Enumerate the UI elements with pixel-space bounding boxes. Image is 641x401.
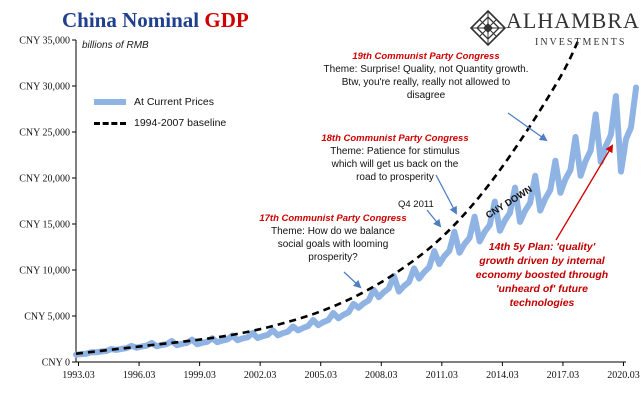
y-tick-label: CNY 10,000 [19, 266, 70, 277]
arrow-q4-2011 [426, 209, 442, 228]
series-plot-area [73, 39, 640, 358]
annotation-19th-line2: Btw, you're really, really not allowed t… [341, 77, 511, 88]
series-line-current-prices [73, 84, 640, 358]
annotation-plan-line2: growth driven by internal [479, 255, 605, 267]
y-tick-label: CNY 20,000 [19, 174, 70, 185]
legend-entry-current-prices: At Current Prices [94, 93, 226, 111]
annotation-18th-congress: 18th Communist Party Congress Theme: Pat… [300, 132, 490, 184]
series-line-baseline [75, 39, 580, 355]
y-axis-tick-labels: CNY 0 CNY 5,000 CNY 10,000 CNY 15,000 CNY 20… [19, 36, 70, 369]
y-tick-label: CNY 15,000 [19, 220, 70, 231]
arrow-17th-congress [343, 271, 362, 289]
annotation-arrows [343, 112, 614, 289]
chart-axes [72, 39, 626, 366]
legend-swatch-current-prices [94, 99, 126, 105]
alhambra-logo [470, 9, 507, 47]
chart-legend: At Current Prices 1994-2007 baseline [94, 93, 226, 135]
annotation-17th-line1: Theme: How do we balance [271, 226, 395, 237]
annotation-q4-2011: Q4 2011 [398, 199, 434, 210]
annotation-17th-line2: social goals with looming [277, 239, 389, 250]
x-tick-label: 2002.03 [244, 370, 277, 381]
annotation-19th-congress: 19th Communist Party Congress Theme: Sur… [296, 50, 556, 102]
legend-label-baseline: 1994-2007 baseline [134, 117, 227, 129]
chart-subtitle: billions of RMB [82, 40, 149, 51]
annotation-17th-heading: 17th Communist Party Congress [259, 213, 407, 224]
annotation-14th-5y-plan: 14th 5y Plan: 'quality' growth driven by… [452, 240, 632, 310]
y-tick-label: CNY 5,000 [24, 312, 70, 323]
chart-title: China Nominal GDP [62, 8, 249, 33]
annotation-19th-line1: Theme: Surprise! Quality, not Quantity g… [323, 64, 529, 75]
logo-name: ALHAMBRA [506, 8, 640, 33]
x-tick-label: 2017.03 [547, 370, 580, 381]
annotation-19th-line3: disagree [406, 90, 446, 101]
x-tick-label: 2020.03 [607, 370, 640, 381]
y-tick-label: CNY 30,000 [19, 82, 70, 93]
y-tick-label: CNY 35,000 [19, 36, 70, 47]
annotation-18th-line3: road to prosperity [356, 172, 434, 183]
annotation-18th-line1: Theme: Patience for stimulus [330, 146, 460, 157]
chart-title-accent: GDP [204, 8, 249, 32]
x-tick-label: 1999.03 [183, 370, 216, 381]
legend-label-current-prices: At Current Prices [134, 96, 214, 108]
y-tick-label: CNY 25,000 [19, 128, 70, 139]
annotation-plan-line1: 14th 5y Plan: 'quality' [488, 241, 596, 253]
x-tick-label: 2008.03 [365, 370, 398, 381]
x-axis-tick-labels: 1993.03 1996.03 1999.03 2002.03 2005.03 2008.… [62, 370, 639, 381]
diamond-lattice-icon [470, 9, 507, 47]
x-tick-label: 1996.03 [123, 370, 156, 381]
annotation-18th-line2: which will get us back on the [331, 159, 459, 170]
annotation-plan-line4: 'unheard of' future [496, 283, 588, 295]
chart-title-main: China Nominal [62, 8, 205, 32]
legend-swatch-baseline [94, 121, 126, 125]
x-tick-label: 2014.03 [486, 370, 519, 381]
arrow-19th-congress [507, 112, 548, 142]
x-tick-label: 1993.03 [62, 370, 95, 381]
logo-tagline: INVESTMENTS [535, 37, 627, 48]
x-tick-label: 2011.03 [426, 370, 458, 381]
annotation-plan-line5: technologies [509, 297, 575, 309]
arrow-14th-5y-plan [555, 144, 614, 241]
annotation-17th-congress: 17th Communist Party Congress Theme: How… [248, 212, 418, 264]
annotation-18th-heading: 18th Communist Party Congress [321, 133, 469, 144]
annotation-17th-line3: prosperity? [308, 252, 358, 263]
arrow-18th-congress [435, 174, 457, 215]
y-tick-label: CNY 0 [42, 358, 70, 369]
annotation-plan-line3: economy boosted through [475, 269, 609, 281]
x-tick-label: 2005.03 [304, 370, 337, 381]
legend-entry-baseline: 1994-2007 baseline [94, 114, 226, 132]
annotation-19th-heading: 19th Communist Party Congress [352, 51, 500, 62]
